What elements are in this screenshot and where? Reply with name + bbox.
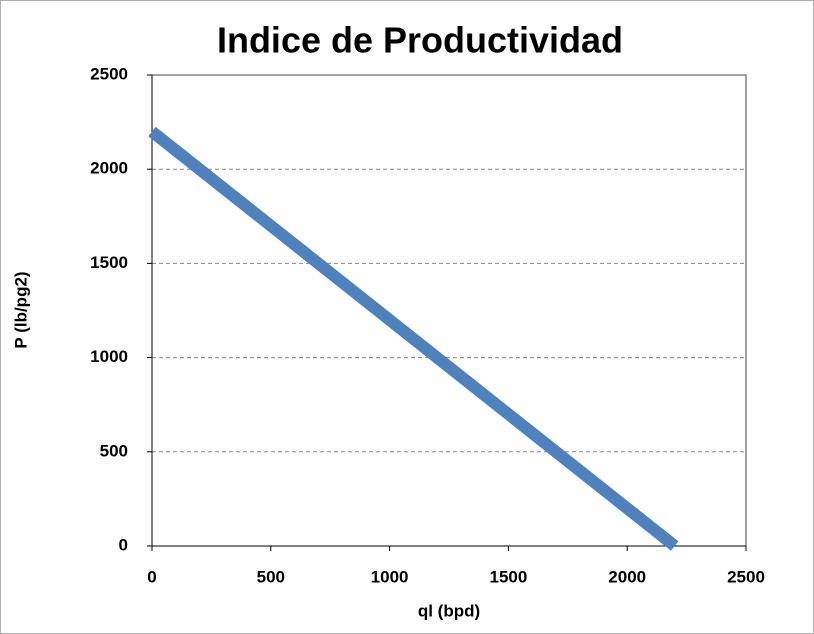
chart-title: Indice de Productividad bbox=[217, 20, 623, 61]
y-tick-label: 2500 bbox=[90, 64, 128, 83]
y-axis-label: P (lb/pg2) bbox=[11, 271, 30, 348]
y-tick-label: 500 bbox=[100, 441, 128, 460]
x-tick-label: 1000 bbox=[371, 567, 409, 586]
x-tick-label: 2500 bbox=[727, 567, 765, 586]
y-tick-label: 2000 bbox=[90, 159, 128, 178]
y-tick-label: 1500 bbox=[90, 253, 128, 272]
y-tick-label: 0 bbox=[119, 535, 128, 554]
y-tick-label: 1000 bbox=[90, 347, 128, 366]
x-axis-label: ql (bpd) bbox=[418, 601, 480, 620]
x-tick-label: 2000 bbox=[608, 567, 646, 586]
x-tick-label: 1500 bbox=[489, 567, 527, 586]
x-tick-label: 0 bbox=[147, 567, 156, 586]
x-tick-label: 500 bbox=[257, 567, 285, 586]
data-line bbox=[148, 126, 679, 551]
